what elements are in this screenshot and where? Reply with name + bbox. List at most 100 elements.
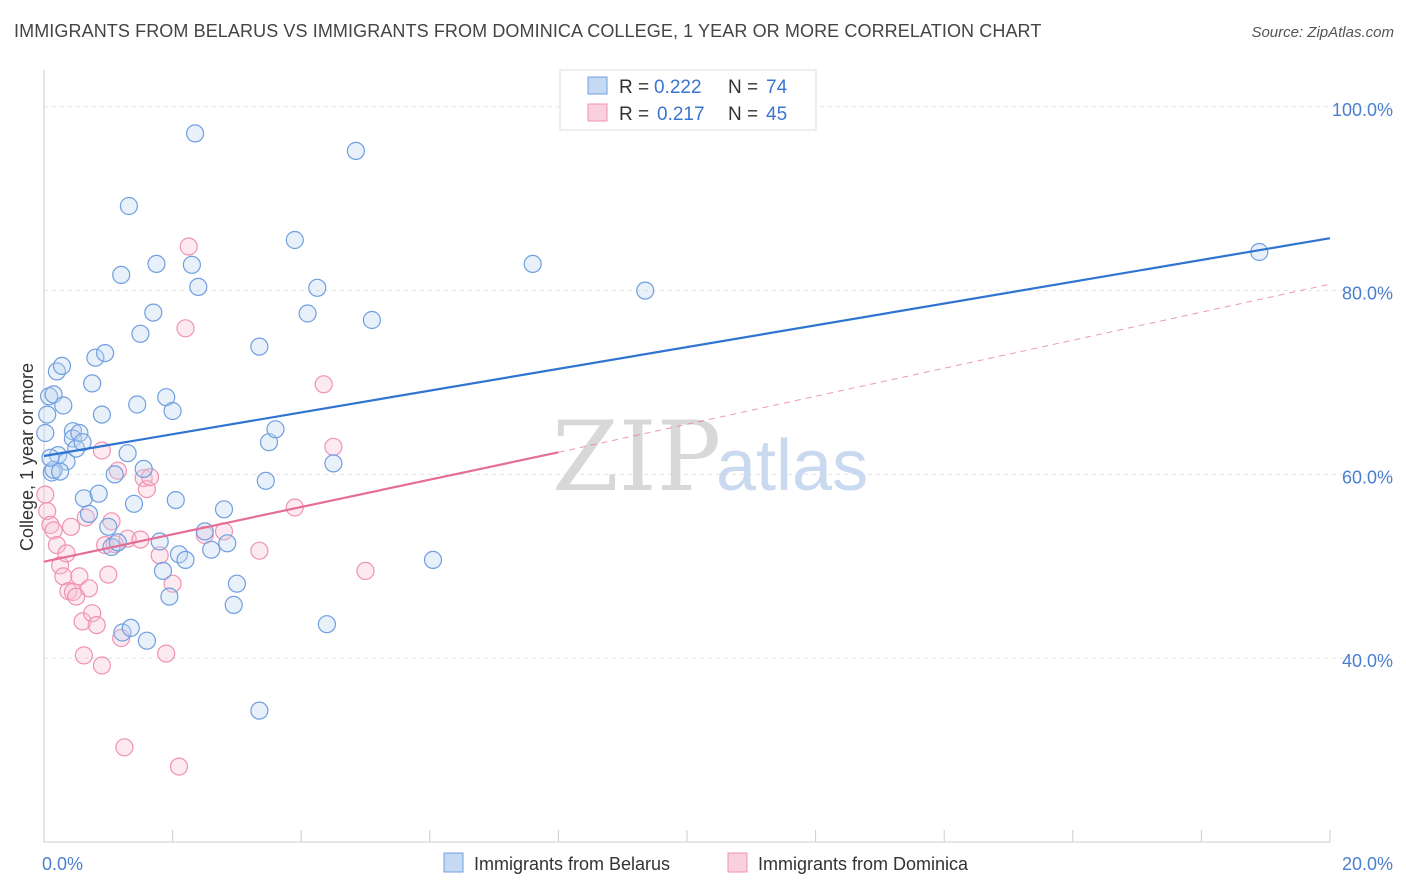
point-dominica-20: [92, 656, 112, 675]
point-belarus-73: [50, 462, 70, 481]
point-belarus-21: [95, 344, 115, 363]
point-belarus-19: [89, 484, 108, 503]
legend-swatch-belarus: [587, 76, 608, 95]
point-dominica-7: [57, 544, 76, 563]
point-belarus-66: [362, 310, 381, 330]
point-belarus-54: [227, 574, 246, 593]
x-ticks: [43, 830, 1331, 842]
legend-n-label-dominica: N =: [728, 104, 758, 125]
point-dominica-36: [169, 757, 189, 776]
point-belarus-33: [131, 324, 150, 343]
watermark-zip: ZIP: [552, 401, 721, 513]
bottom-legend-label-dominica: Immigrants from Dominica: [758, 854, 969, 874]
bottom-legend-swatch-belarus: [443, 852, 464, 873]
point-dominica-3: [44, 521, 63, 540]
y-axis-label: College, 1 year or more: [17, 363, 37, 551]
point-belarus-17: [83, 374, 102, 393]
point-belarus-65: [346, 141, 365, 160]
legend: R = 0.222 N = 74 R = 0.217 N = 45: [559, 69, 817, 131]
point-belarus-45: [176, 550, 195, 570]
point-dominica-17: [83, 604, 102, 623]
legend-r-value-belarus: 0.222: [654, 77, 702, 98]
point-belarus-30: [121, 618, 140, 638]
y-tick-label-80: 80.0%: [1342, 284, 1393, 304]
point-belarus-0: [36, 423, 55, 443]
point-belarus-34: [134, 459, 153, 478]
bottom-legend: Immigrants from Belarus Immigrants from …: [443, 852, 969, 874]
point-dominica-9: [61, 517, 81, 536]
point-dominica-44: [324, 437, 343, 456]
point-belarus-29: [119, 196, 138, 216]
source-label: Source: ZipAtlas.com: [1251, 24, 1394, 41]
gridlines: [44, 106, 1392, 659]
x-tick-label-min: 0.0%: [42, 854, 83, 874]
point-belarus-7: [52, 356, 72, 375]
legend-r-value-dominica: 0.217: [657, 104, 705, 125]
point-dominica-2: [41, 515, 60, 535]
legend-r-label-dominica: R =: [619, 104, 649, 125]
belarus-points: [36, 124, 1269, 720]
point-dominica-0: [36, 485, 55, 504]
point-dominica-16: [79, 579, 99, 598]
point-belarus-28: [118, 444, 137, 463]
point-belarus-71: [44, 460, 63, 479]
chart-title: IMMIGRANTS FROM BELARUS VS IMMIGRANTS FR…: [14, 21, 1042, 41]
point-dominica-23: [102, 512, 121, 531]
point-belarus-37: [147, 254, 166, 273]
bottom-legend-label-belarus: Immigrants from Belarus: [474, 854, 670, 874]
trend-line-dominica: [43, 451, 559, 563]
point-dominica-37: [176, 319, 195, 338]
point-belarus-64: [317, 615, 336, 634]
point-dominica-14: [74, 646, 94, 665]
point-belarus-43: [166, 491, 185, 510]
point-dominica-38: [179, 237, 198, 256]
point-dominica-43: [314, 375, 333, 394]
point-belarus-1: [38, 405, 57, 424]
point-belarus-59: [250, 701, 269, 720]
point-dominica-45: [356, 561, 375, 581]
point-belarus-35: [137, 631, 156, 650]
point-belarus-31: [124, 494, 144, 513]
point-belarus-52: [218, 534, 237, 553]
point-belarus-51: [214, 500, 234, 519]
point-belarus-27: [113, 623, 132, 642]
point-belarus-61: [298, 304, 317, 323]
point-dominica-41: [250, 541, 269, 560]
point-dominica-33: [150, 546, 169, 565]
point-belarus-69: [636, 281, 655, 300]
point-belarus-58: [266, 420, 285, 439]
legend-n-label-belarus: N =: [728, 77, 758, 98]
point-dominica-22: [99, 565, 118, 584]
point-dominica-1: [38, 502, 57, 521]
point-belarus-55: [250, 337, 269, 356]
point-belarus-5: [47, 362, 67, 381]
point-belarus-42: [163, 401, 182, 421]
point-belarus-14: [73, 433, 92, 452]
point-belarus-41: [160, 587, 179, 606]
point-belarus-24: [105, 465, 124, 484]
y-tick-label-100: 100.0%: [1332, 100, 1393, 120]
point-belarus-8: [54, 396, 73, 415]
legend-swatch-dominica: [587, 103, 608, 122]
trend-lines: [43, 237, 1331, 563]
point-belarus-39: [153, 561, 173, 581]
point-belarus-22: [99, 517, 118, 536]
point-belarus-18: [86, 348, 105, 367]
y-tick-label-60: 60.0%: [1342, 467, 1393, 487]
point-belarus-50: [202, 540, 221, 559]
point-dominica-34: [157, 644, 176, 663]
y-tick-label-40: 40.0%: [1342, 651, 1393, 671]
y-tick-labels: 40.0% 60.0% 80.0% 100.0%: [1332, 100, 1393, 671]
legend-n-value-dominica: 45: [766, 104, 787, 125]
point-belarus-46: [182, 255, 201, 274]
legend-n-value-belarus: 74: [766, 77, 788, 98]
point-belarus-26: [112, 265, 131, 284]
point-belarus-16: [79, 504, 99, 524]
watermark-atlas: atlas: [716, 426, 868, 506]
point-belarus-53: [224, 595, 243, 615]
point-belarus-36: [144, 303, 163, 322]
watermark: ZIP atlas: [552, 401, 868, 513]
point-belarus-48: [189, 277, 208, 296]
point-belarus-47: [186, 124, 205, 143]
